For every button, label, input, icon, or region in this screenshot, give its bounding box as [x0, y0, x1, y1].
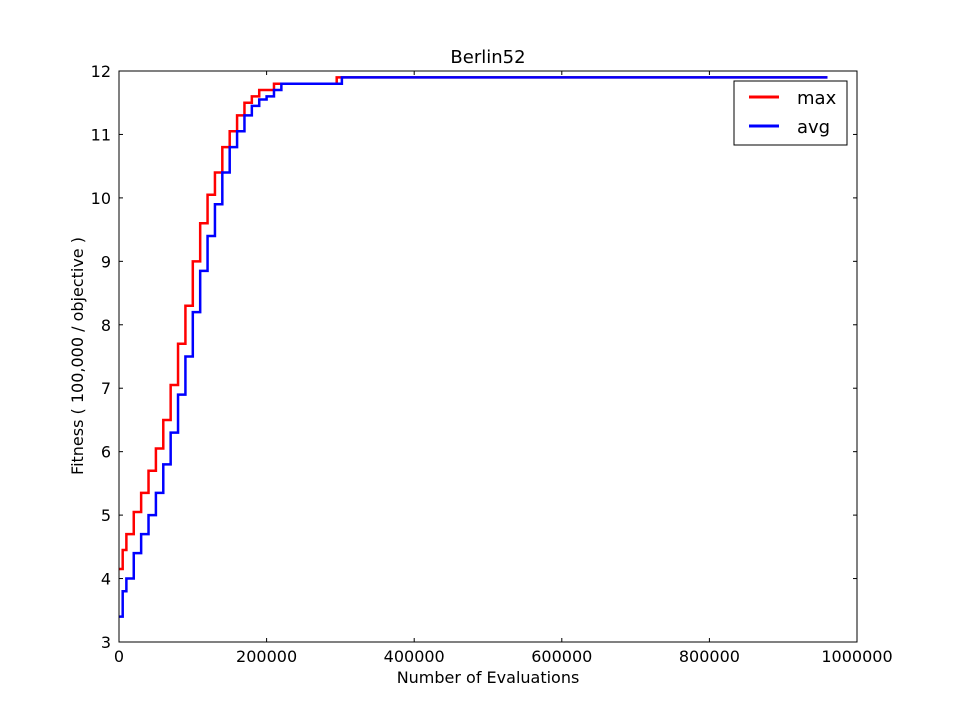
x-tick-label: 600000 [531, 647, 592, 666]
y-tick-label: 12 [91, 62, 111, 81]
y-tick-label: 6 [101, 443, 111, 462]
x-axis: 0 200000 400000 600000 800000 1000000 [114, 71, 893, 666]
y-axis-label: Fitness ( 100,000 / objective ) [68, 237, 87, 475]
x-tick-label: 0 [114, 647, 124, 666]
series-lines [119, 76, 828, 618]
y-axis: 3 4 5 6 7 8 9 10 11 12 [91, 62, 857, 652]
series-line-avg [119, 76, 828, 618]
legend: max avg [733, 80, 848, 146]
y-tick-label: 11 [91, 125, 111, 144]
legend-box [733, 80, 848, 146]
y-tick-label: 4 [101, 570, 111, 589]
y-tick-label: 10 [91, 189, 111, 208]
y-tick-label: 9 [101, 252, 111, 271]
x-tick-label: 400000 [384, 647, 445, 666]
y-tick-label: 8 [101, 316, 111, 335]
series-line-max [119, 76, 828, 571]
legend-label-max: max [797, 88, 837, 109]
plot-frame [118, 70, 858, 643]
y-tick-label: 7 [101, 379, 111, 398]
y-tick-label: 3 [101, 633, 111, 652]
chart-title: Berlin52 [450, 47, 525, 68]
x-axis-label: Number of Evaluations [397, 668, 580, 687]
y-tick-label: 5 [101, 506, 111, 525]
x-tick-label: 200000 [236, 647, 297, 666]
x-tick-label: 1000000 [821, 647, 892, 666]
legend-label-avg: avg [797, 117, 830, 138]
x-tick-label: 800000 [679, 647, 740, 666]
